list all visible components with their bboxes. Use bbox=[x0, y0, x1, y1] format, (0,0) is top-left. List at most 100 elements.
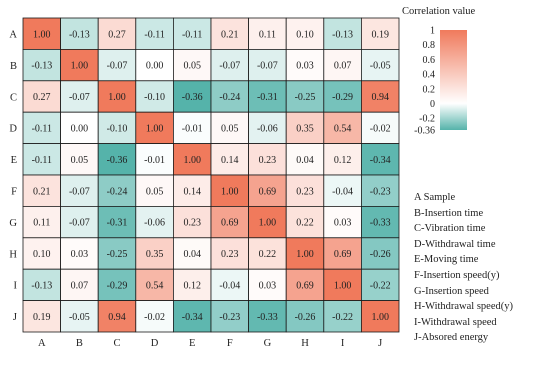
heatmap-cell bbox=[172, 143, 212, 176]
heatmap-cell bbox=[135, 174, 174, 207]
heatmap-cell-label: -0.07 bbox=[107, 61, 128, 72]
heatmap-cell-label: -0.33 bbox=[370, 218, 391, 229]
heatmap-cell bbox=[172, 300, 212, 333]
legend-entry: A Sample bbox=[414, 192, 456, 203]
colorbar-tick-label: -0.36 bbox=[414, 126, 435, 137]
heatmap-cell bbox=[285, 17, 325, 50]
heatmap-cell bbox=[248, 80, 287, 113]
heatmap-cell-label: -0.11 bbox=[144, 29, 164, 40]
heatmap-cell bbox=[323, 80, 362, 113]
heatmap-cell-label: 0.54 bbox=[334, 124, 352, 135]
heatmap-cell-label: 0.12 bbox=[334, 155, 352, 166]
legend-entry: E-Moving time bbox=[414, 254, 479, 266]
heatmap-cell-label: -0.11 bbox=[182, 29, 202, 40]
heatmap-cell-label: -0.11 bbox=[32, 155, 52, 166]
heatmap-cell bbox=[22, 80, 61, 113]
heatmap-cell-label: -0.13 bbox=[31, 281, 52, 292]
heatmap-cell-label: -0.13 bbox=[31, 61, 52, 72]
colorbar-tick-label: 0.8 bbox=[423, 40, 436, 51]
colorbar-tick-label: 0.2 bbox=[423, 84, 436, 95]
row-label: G bbox=[9, 218, 17, 229]
heatmap-cell-label: 0.03 bbox=[334, 218, 352, 229]
variable-legend: A Sample B-Insertion time C-Vibration time… bbox=[414, 190, 513, 346]
heatmap-cell bbox=[22, 17, 61, 50]
heatmap-cell-label: -0.36 bbox=[182, 92, 203, 103]
heatmap-cell-label: -0.02 bbox=[144, 312, 165, 323]
colorbar-tick-label: 0.6 bbox=[423, 55, 436, 66]
heatmap-cell-label: 0.69 bbox=[334, 249, 352, 260]
heatmap-cell bbox=[360, 300, 400, 333]
heatmap-cell-label: 0.21 bbox=[33, 186, 51, 197]
heatmap-cell bbox=[323, 268, 362, 302]
heatmap-cell-label: 0.05 bbox=[71, 155, 89, 166]
row-label: F bbox=[11, 187, 17, 198]
heatmap-cell bbox=[285, 174, 325, 207]
heatmap-cell-label: -0.05 bbox=[69, 312, 90, 323]
heatmap-cell-label: 1.00 bbox=[146, 124, 164, 135]
heatmap-cell-label: 1.00 bbox=[33, 29, 51, 40]
legend-entry: C-Vibration time bbox=[414, 223, 486, 235]
heatmap-cell-label: 0.05 bbox=[183, 61, 201, 72]
heatmap-cell bbox=[323, 205, 362, 239]
heatmap-cell-label: -0.07 bbox=[257, 61, 278, 72]
heatmap-cell bbox=[323, 237, 362, 270]
heatmap-cell bbox=[172, 80, 212, 113]
colorbar-ticks: 1 0.8 0.6 0.4 0.2 0 -0.2-0.36 bbox=[414, 26, 435, 137]
heatmap-cell-label: -0.25 bbox=[107, 249, 128, 260]
heatmap-cell-label: 0.23 bbox=[183, 218, 201, 229]
heatmap-cell-label: 0.10 bbox=[296, 29, 314, 40]
heatmap-cell-label: 0.10 bbox=[33, 249, 51, 260]
heatmap-cell-label: 0.14 bbox=[221, 155, 239, 166]
heatmap-cell bbox=[60, 17, 99, 50]
heatmap-cell-label: 1.00 bbox=[183, 155, 201, 166]
heatmap-cell bbox=[360, 268, 400, 302]
heatmap-cell bbox=[172, 111, 212, 144]
heatmap-cell bbox=[360, 143, 400, 176]
heatmap-cell-label: 0.03 bbox=[296, 61, 314, 72]
heatmap-cell-label: 0.22 bbox=[259, 249, 277, 260]
column-label: F bbox=[227, 338, 233, 349]
heatmap-cell-label: -0.22 bbox=[332, 312, 353, 323]
heatmap-cell-label: -0.26 bbox=[370, 249, 391, 260]
heatmap-cell-label: -0.02 bbox=[370, 124, 391, 135]
row-label: E bbox=[11, 155, 17, 166]
heatmap-cell bbox=[360, 237, 400, 270]
heatmap-cell-label: -0.34 bbox=[370, 155, 391, 166]
heatmap-cell-label: 1.00 bbox=[71, 61, 89, 72]
heatmap-cell bbox=[210, 111, 249, 144]
heatmap-cell bbox=[135, 300, 174, 333]
heatmap-cell-label: 0.00 bbox=[71, 124, 89, 135]
heatmap-cell-label: 0.14 bbox=[183, 186, 201, 197]
column-label: H bbox=[301, 338, 309, 349]
heatmap-cell bbox=[97, 300, 137, 333]
heatmap-cell-label: -0.04 bbox=[219, 281, 240, 292]
heatmap-cell bbox=[360, 174, 400, 207]
heatmap-cell-label: 0.35 bbox=[146, 249, 164, 260]
heatmap-cell-label: -0.24 bbox=[107, 186, 128, 197]
heatmap-cell-label: 0.23 bbox=[259, 155, 277, 166]
heatmap-cell-label: 0.04 bbox=[183, 249, 201, 260]
heatmap-cell-label: 0.19 bbox=[33, 312, 51, 323]
heatmap-cell bbox=[172, 237, 212, 270]
heatmap-cell-label: 0.00 bbox=[146, 61, 164, 72]
heatmap-cell-label: -0.07 bbox=[69, 186, 90, 197]
column-label: I bbox=[341, 338, 345, 349]
colorbar-tick-label: 0 bbox=[430, 99, 435, 110]
heatmap-cell-label: 0.27 bbox=[108, 29, 126, 40]
heatmap-cell bbox=[360, 49, 400, 82]
heatmap-cell bbox=[22, 237, 61, 270]
heatmap-cell bbox=[22, 300, 61, 333]
row-label: J bbox=[13, 312, 17, 323]
heatmap-cell-label: -0.13 bbox=[69, 29, 90, 40]
column-label: D bbox=[151, 338, 159, 349]
heatmap-cell-label: 0.03 bbox=[71, 249, 89, 260]
heatmap-cell-label: 0.11 bbox=[33, 218, 50, 229]
heatmap-cell bbox=[360, 205, 400, 239]
heatmap-cell bbox=[22, 205, 61, 239]
heatmap-cell bbox=[210, 17, 249, 50]
row-label: D bbox=[9, 124, 17, 135]
heatmap-cell bbox=[172, 268, 212, 302]
heatmap-cell-label: -0.01 bbox=[182, 124, 203, 135]
